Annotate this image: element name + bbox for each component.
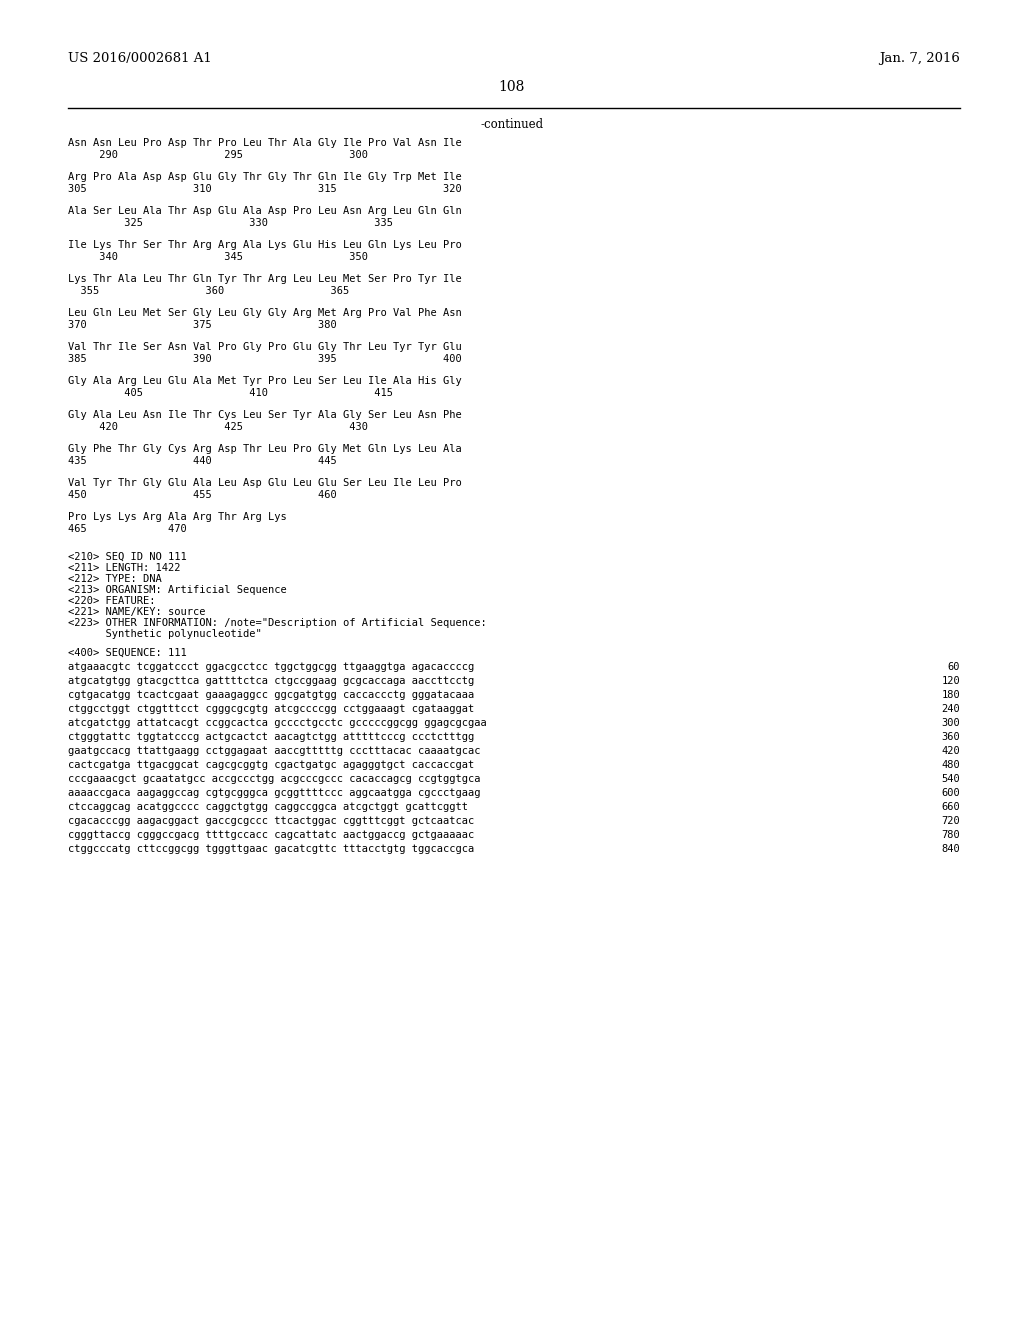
Text: cccgaaacgct gcaatatgcc accgccctgg acgcccgccc cacaccagcg ccgtggtgca: cccgaaacgct gcaatatgcc accgccctgg acgccc…	[68, 774, 480, 784]
Text: atcgatctgg attatcacgt ccggcactca gcccctgcctc gcccccggcgg ggagcgcgaa: atcgatctgg attatcacgt ccggcactca gcccctg…	[68, 718, 486, 729]
Text: 360: 360	[941, 733, 961, 742]
Text: 660: 660	[941, 803, 961, 812]
Text: 108: 108	[499, 81, 525, 94]
Text: 780: 780	[941, 830, 961, 840]
Text: ctggcccatg cttccggcgg tgggttgaac gacatcgttc tttacctgtg tggcaccgca: ctggcccatg cttccggcgg tgggttgaac gacatcg…	[68, 843, 474, 854]
Text: ctccaggcag acatggcccc caggctgtgg caggccggca atcgctggt gcattcggtt: ctccaggcag acatggcccc caggctgtgg caggccg…	[68, 803, 468, 812]
Text: cgggttaccg cgggccgacg ttttgccacc cagcattatc aactggaccg gctgaaaaac: cgggttaccg cgggccgacg ttttgccacc cagcatt…	[68, 830, 474, 840]
Text: 600: 600	[941, 788, 961, 799]
Text: Val Tyr Thr Gly Glu Ala Leu Asp Glu Leu Glu Ser Leu Ile Leu Pro: Val Tyr Thr Gly Glu Ala Leu Asp Glu Leu …	[68, 478, 462, 488]
Text: 325                 330                 335: 325 330 335	[68, 218, 393, 228]
Text: Ala Ser Leu Ala Thr Asp Glu Ala Asp Pro Leu Asn Arg Leu Gln Gln: Ala Ser Leu Ala Thr Asp Glu Ala Asp Pro …	[68, 206, 462, 216]
Text: ctgggtattc tggtatcccg actgcactct aacagtctgg atttttcccg ccctctttgg: ctgggtattc tggtatcccg actgcactct aacagtc…	[68, 733, 474, 742]
Text: Leu Gln Leu Met Ser Gly Leu Gly Gly Arg Met Arg Pro Val Phe Asn: Leu Gln Leu Met Ser Gly Leu Gly Gly Arg …	[68, 308, 462, 318]
Text: 60: 60	[947, 663, 961, 672]
Text: 305                 310                 315                 320: 305 310 315 320	[68, 183, 462, 194]
Text: <212> TYPE: DNA: <212> TYPE: DNA	[68, 574, 162, 583]
Text: <210> SEQ ID NO 111: <210> SEQ ID NO 111	[68, 552, 186, 562]
Text: <211> LENGTH: 1422: <211> LENGTH: 1422	[68, 564, 180, 573]
Text: 480: 480	[941, 760, 961, 770]
Text: 355                 360                 365: 355 360 365	[68, 286, 349, 296]
Text: 120: 120	[941, 676, 961, 686]
Text: 405                 410                 415: 405 410 415	[68, 388, 393, 399]
Text: cgtgacatgg tcactcgaat gaaagaggcc ggcgatgtgg caccaccctg gggatacaaa: cgtgacatgg tcactcgaat gaaagaggcc ggcgatg…	[68, 690, 474, 700]
Text: Jan. 7, 2016: Jan. 7, 2016	[880, 51, 961, 65]
Text: 300: 300	[941, 718, 961, 729]
Text: 385                 390                 395                 400: 385 390 395 400	[68, 354, 462, 364]
Text: 540: 540	[941, 774, 961, 784]
Text: Pro Lys Lys Arg Ala Arg Thr Arg Lys: Pro Lys Lys Arg Ala Arg Thr Arg Lys	[68, 512, 287, 521]
Text: <400> SEQUENCE: 111: <400> SEQUENCE: 111	[68, 648, 186, 657]
Text: Ile Lys Thr Ser Thr Arg Arg Ala Lys Glu His Leu Gln Lys Leu Pro: Ile Lys Thr Ser Thr Arg Arg Ala Lys Glu …	[68, 240, 462, 249]
Text: atgaaacgtc tcggatccct ggacgcctcc tggctggcgg ttgaaggtga agacaccccg: atgaaacgtc tcggatccct ggacgcctcc tggctgg…	[68, 663, 474, 672]
Text: <223> OTHER INFORMATION: /note="Description of Artificial Sequence:: <223> OTHER INFORMATION: /note="Descript…	[68, 618, 486, 628]
Text: -continued: -continued	[480, 117, 544, 131]
Text: US 2016/0002681 A1: US 2016/0002681 A1	[68, 51, 212, 65]
Text: 340                 345                 350: 340 345 350	[68, 252, 368, 261]
Text: <220> FEATURE:: <220> FEATURE:	[68, 597, 156, 606]
Text: cactcgatga ttgacggcat cagcgcggtg cgactgatgc agagggtgct caccaccgat: cactcgatga ttgacggcat cagcgcggtg cgactga…	[68, 760, 474, 770]
Text: 435                 440                 445: 435 440 445	[68, 455, 337, 466]
Text: 370                 375                 380: 370 375 380	[68, 319, 337, 330]
Text: 840: 840	[941, 843, 961, 854]
Text: Gly Ala Leu Asn Ile Thr Cys Leu Ser Tyr Ala Gly Ser Leu Asn Phe: Gly Ala Leu Asn Ile Thr Cys Leu Ser Tyr …	[68, 411, 462, 420]
Text: gaatgccacg ttattgaagg cctggagaat aaccgtttttg ccctttacac caaaatgcac: gaatgccacg ttattgaagg cctggagaat aaccgtt…	[68, 746, 480, 756]
Text: 720: 720	[941, 816, 961, 826]
Text: aaaaccgaca aagaggccag cgtgcgggca gcggttttccc aggcaatgga cgccctgaag: aaaaccgaca aagaggccag cgtgcgggca gcggttt…	[68, 788, 480, 799]
Text: 450                 455                 460: 450 455 460	[68, 490, 337, 500]
Text: ctggcctggt ctggtttcct cgggcgcgtg atcgccccgg cctggaaagt cgataaggat: ctggcctggt ctggtttcct cgggcgcgtg atcgccc…	[68, 704, 474, 714]
Text: 420: 420	[941, 746, 961, 756]
Text: 290                 295                 300: 290 295 300	[68, 150, 368, 160]
Text: <213> ORGANISM: Artificial Sequence: <213> ORGANISM: Artificial Sequence	[68, 585, 287, 595]
Text: <221> NAME/KEY: source: <221> NAME/KEY: source	[68, 607, 206, 616]
Text: Gly Ala Arg Leu Glu Ala Met Tyr Pro Leu Ser Leu Ile Ala His Gly: Gly Ala Arg Leu Glu Ala Met Tyr Pro Leu …	[68, 376, 462, 385]
Text: 180: 180	[941, 690, 961, 700]
Text: 240: 240	[941, 704, 961, 714]
Text: Synthetic polynucleotide": Synthetic polynucleotide"	[68, 630, 262, 639]
Text: Gly Phe Thr Gly Cys Arg Asp Thr Leu Pro Gly Met Gln Lys Leu Ala: Gly Phe Thr Gly Cys Arg Asp Thr Leu Pro …	[68, 444, 462, 454]
Text: Lys Thr Ala Leu Thr Gln Tyr Thr Arg Leu Leu Met Ser Pro Tyr Ile: Lys Thr Ala Leu Thr Gln Tyr Thr Arg Leu …	[68, 275, 462, 284]
Text: Arg Pro Ala Asp Asp Glu Gly Thr Gly Thr Gln Ile Gly Trp Met Ile: Arg Pro Ala Asp Asp Glu Gly Thr Gly Thr …	[68, 172, 462, 182]
Text: 465             470: 465 470	[68, 524, 186, 535]
Text: cgacacccgg aagacggact gaccgcgccc ttcactggac cggtttcggt gctcaatcac: cgacacccgg aagacggact gaccgcgccc ttcactg…	[68, 816, 474, 826]
Text: 420                 425                 430: 420 425 430	[68, 422, 368, 432]
Text: atgcatgtgg gtacgcttca gattttctca ctgccggaag gcgcaccaga aaccttcctg: atgcatgtgg gtacgcttca gattttctca ctgccgg…	[68, 676, 474, 686]
Text: Asn Asn Leu Pro Asp Thr Pro Leu Thr Ala Gly Ile Pro Val Asn Ile: Asn Asn Leu Pro Asp Thr Pro Leu Thr Ala …	[68, 139, 462, 148]
Text: Val Thr Ile Ser Asn Val Pro Gly Pro Glu Gly Thr Leu Tyr Tyr Glu: Val Thr Ile Ser Asn Val Pro Gly Pro Glu …	[68, 342, 462, 352]
